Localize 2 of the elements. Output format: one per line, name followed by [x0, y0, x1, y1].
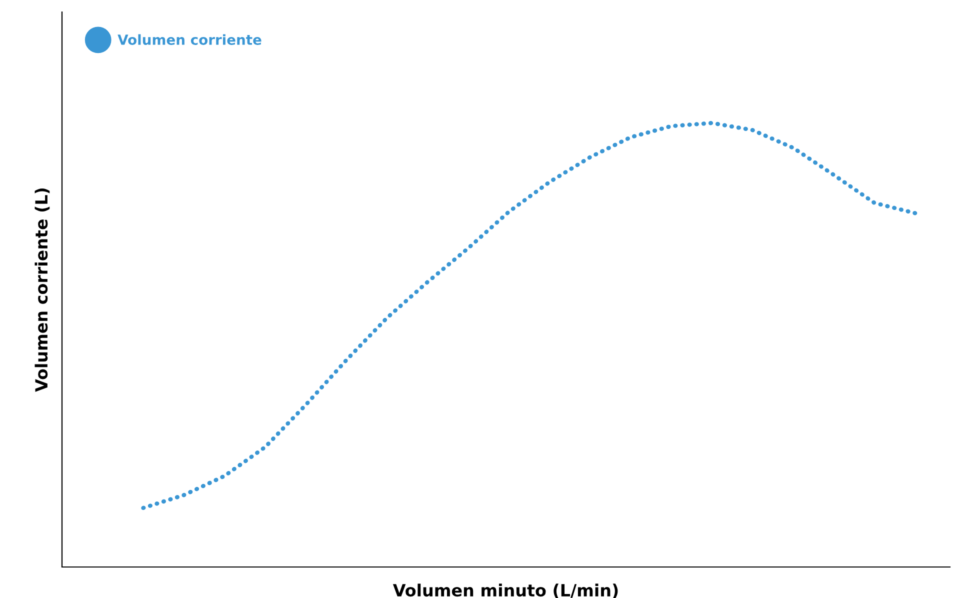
y-axis-title: Volumen corriente (L): [34, 188, 50, 392]
legend-label: Volumen corriente: [118, 34, 262, 45]
